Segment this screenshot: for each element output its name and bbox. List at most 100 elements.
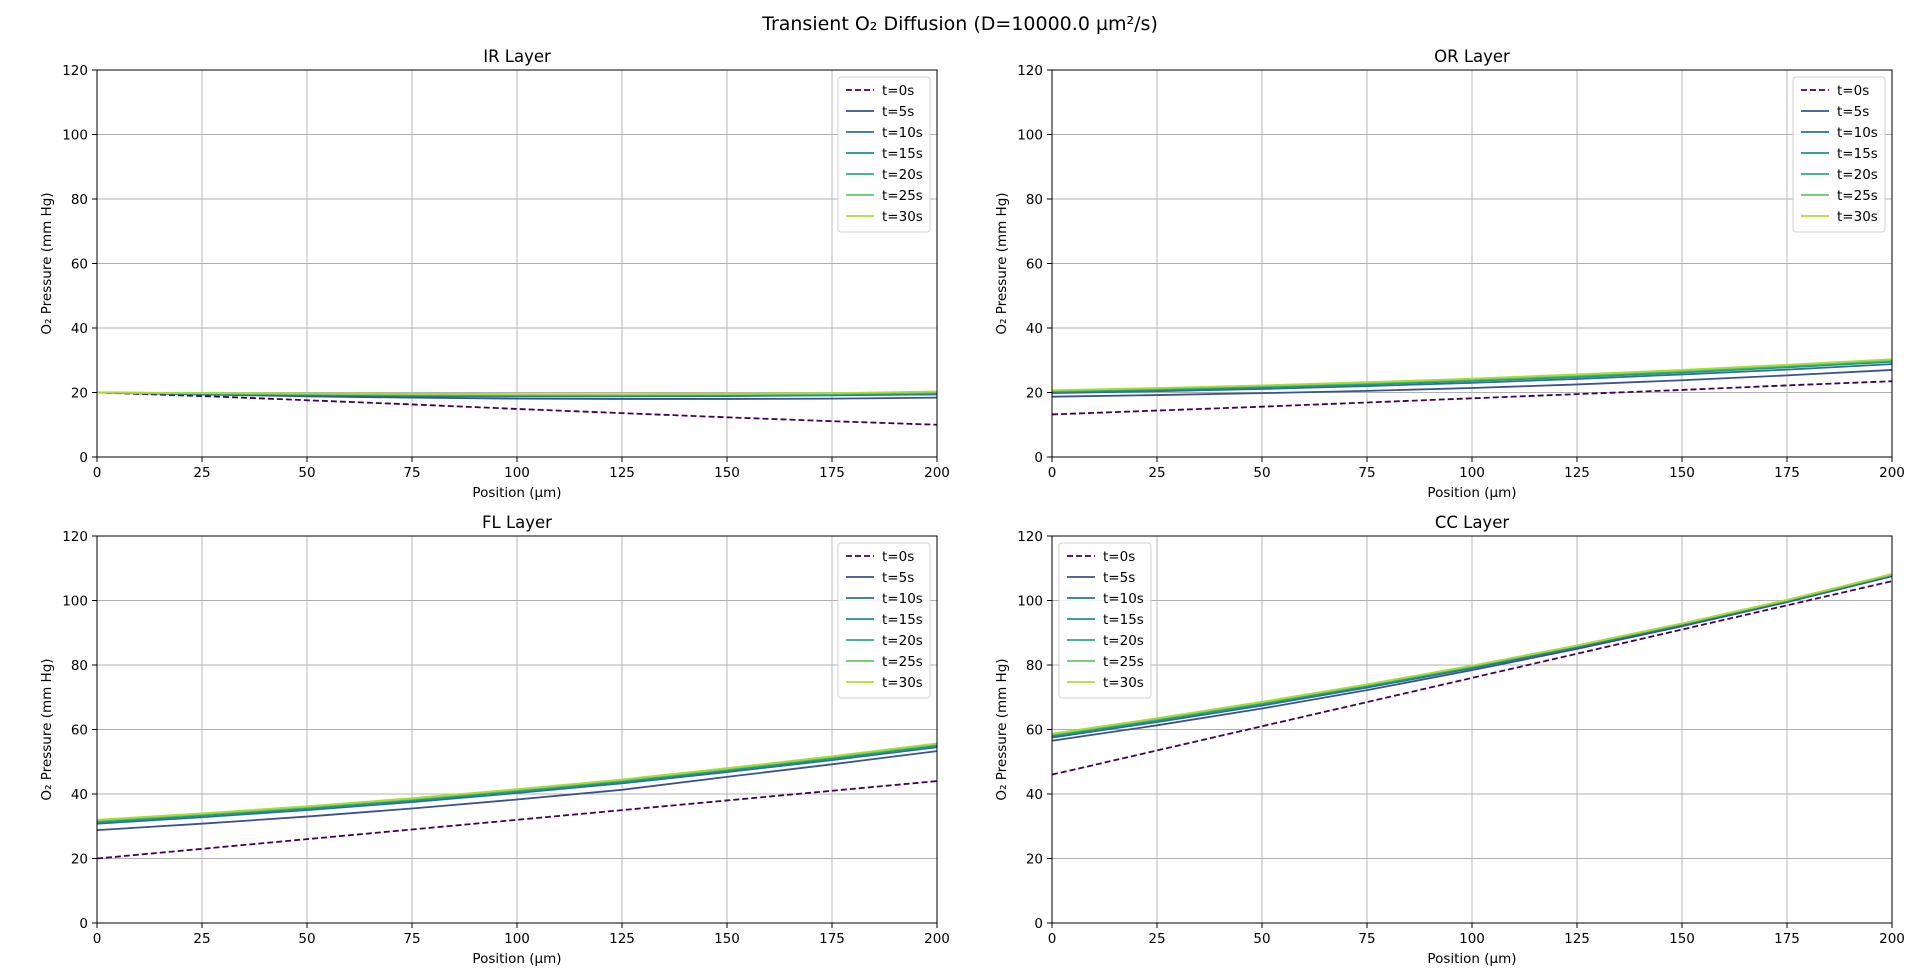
y-tick-label: 100 — [62, 594, 88, 610]
legend-label: t=0s — [882, 83, 914, 99]
legend-box — [1792, 76, 1886, 233]
legend-label: t=30s — [882, 675, 923, 691]
figure-title: Transient O₂ Diffusion (D=10000.0 µm²/s) — [762, 13, 1158, 35]
series-line-t=30s — [96, 742, 938, 821]
legend-label: t=20s — [1837, 167, 1878, 183]
legend: t=0s t=5s t=10s t=15s t=20s t=25s t=30s — [1058, 542, 1152, 699]
chart-panel-3: 0 25 50 75 100 125 150 175 200 0 20 40 60 80 100 120 CC … — [994, 513, 1905, 967]
y-tick-label: 60 — [71, 723, 88, 739]
x-tick-label: 50 — [1253, 931, 1270, 947]
x-tick-label: 100 — [504, 465, 530, 481]
legend-box — [837, 542, 931, 699]
y-tick-label: 120 — [62, 529, 88, 545]
x-tick-label: 175 — [819, 931, 845, 947]
legend-label: t=25s — [882, 188, 923, 204]
series-line-t=15s — [1051, 360, 1893, 393]
x-tick-label: 125 — [1564, 931, 1590, 947]
legend-label: t=25s — [1837, 188, 1878, 204]
y-axis-label: O₂ Pressure (mm Hg) — [994, 658, 1010, 800]
x-axis-label: Position (µm) — [1427, 485, 1516, 501]
legend: t=0s t=5s t=10s t=15s t=20s t=25s t=30s — [1792, 76, 1886, 233]
series-line-t=5s — [1051, 369, 1893, 398]
legend: t=0s t=5s t=10s t=15s t=20s t=25s t=30s — [837, 542, 931, 699]
x-tick-label: 75 — [1358, 465, 1375, 481]
y-tick-label: 0 — [1034, 916, 1043, 932]
y-tick-label: 80 — [71, 192, 88, 208]
y-tick-label: 40 — [71, 787, 88, 803]
series-line-t=10s — [1051, 363, 1893, 395]
y-tick-label: 60 — [71, 257, 88, 273]
legend-label: t=5s — [882, 104, 914, 120]
legend-label: t=5s — [1103, 570, 1135, 586]
series-line-t=30s — [96, 390, 938, 396]
x-tick-label: 125 — [609, 465, 635, 481]
y-tick-label: 120 — [1017, 63, 1043, 79]
legend-label: t=20s — [882, 167, 923, 183]
y-tick-label: 80 — [1026, 192, 1043, 208]
series-line-t=0s — [1051, 380, 1893, 416]
y-tick-label: 40 — [1026, 321, 1043, 337]
y-tick-label: 20 — [1026, 386, 1043, 402]
legend-label: t=15s — [882, 146, 923, 162]
legend-label: t=15s — [1103, 612, 1144, 628]
y-tick-label: 120 — [62, 63, 88, 79]
x-tick-label: 150 — [714, 465, 740, 481]
x-tick-label: 50 — [298, 465, 315, 481]
legend-box — [837, 76, 931, 233]
x-tick-label: 125 — [1564, 465, 1590, 481]
y-axis-label: O₂ Pressure (mm Hg) — [39, 658, 55, 800]
x-tick-label: 50 — [298, 931, 315, 947]
x-axis-label: Position (µm) — [472, 951, 561, 967]
y-tick-label: 0 — [1034, 450, 1043, 466]
legend-label: t=10s — [882, 591, 923, 607]
chart-panel-1: 0 25 50 75 100 125 150 175 200 0 20 40 60 80 100 120 OR … — [994, 47, 1905, 501]
legend-label: t=5s — [1837, 104, 1869, 120]
series-line-t=10s — [96, 746, 938, 825]
series-line-t=30s — [1051, 573, 1893, 735]
legend-label: t=15s — [1837, 146, 1878, 162]
series-line-t=15s — [96, 744, 938, 823]
legend-label: t=15s — [882, 612, 923, 628]
legend-label: t=30s — [882, 209, 923, 225]
y-tick-label: 120 — [1017, 529, 1043, 545]
legend-label: t=20s — [882, 633, 923, 649]
legend-box — [1058, 542, 1152, 699]
x-tick-label: 0 — [1048, 465, 1057, 481]
x-tick-label: 0 — [93, 931, 102, 947]
legend-label: t=20s — [1103, 633, 1144, 649]
y-tick-label: 20 — [1026, 852, 1043, 868]
x-tick-label: 150 — [714, 931, 740, 947]
x-tick-label: 75 — [403, 465, 420, 481]
y-tick-label: 0 — [79, 450, 88, 466]
y-axis-label: O₂ Pressure (mm Hg) — [994, 192, 1010, 334]
panel-title: CC Layer — [1435, 513, 1510, 532]
x-tick-label: 125 — [609, 931, 635, 947]
legend: t=0s t=5s t=10s t=15s t=20s t=25s t=30s — [837, 76, 931, 233]
series-line-t=5s — [1051, 575, 1893, 742]
legend-label: t=25s — [882, 654, 923, 670]
legend-label: t=5s — [882, 570, 914, 586]
chart-panel-2: 0 25 50 75 100 125 150 175 200 0 20 40 60 80 100 120 FL … — [39, 513, 950, 967]
x-axis-label: Position (µm) — [472, 485, 561, 501]
x-tick-label: 75 — [403, 931, 420, 947]
y-tick-label: 60 — [1026, 723, 1043, 739]
series-line-t=5s — [96, 750, 938, 832]
x-tick-label: 100 — [1459, 931, 1485, 947]
x-tick-label: 200 — [1879, 465, 1905, 481]
x-tick-label: 0 — [1048, 931, 1057, 947]
y-tick-label: 40 — [1026, 787, 1043, 803]
x-tick-label: 175 — [1774, 465, 1800, 481]
y-tick-label: 20 — [71, 852, 88, 868]
legend-label: t=30s — [1837, 209, 1878, 225]
legend-label: t=10s — [1103, 591, 1144, 607]
panel-title: IR Layer — [483, 47, 551, 66]
legend-label: t=10s — [882, 125, 923, 141]
x-tick-label: 100 — [1459, 465, 1485, 481]
y-axis-label: O₂ Pressure (mm Hg) — [39, 192, 55, 334]
panel-title: FL Layer — [482, 513, 552, 532]
y-tick-label: 100 — [1017, 594, 1043, 610]
panel-title: OR Layer — [1434, 47, 1510, 66]
series-line-t=30s — [1051, 358, 1893, 392]
y-tick-label: 80 — [1026, 658, 1043, 674]
